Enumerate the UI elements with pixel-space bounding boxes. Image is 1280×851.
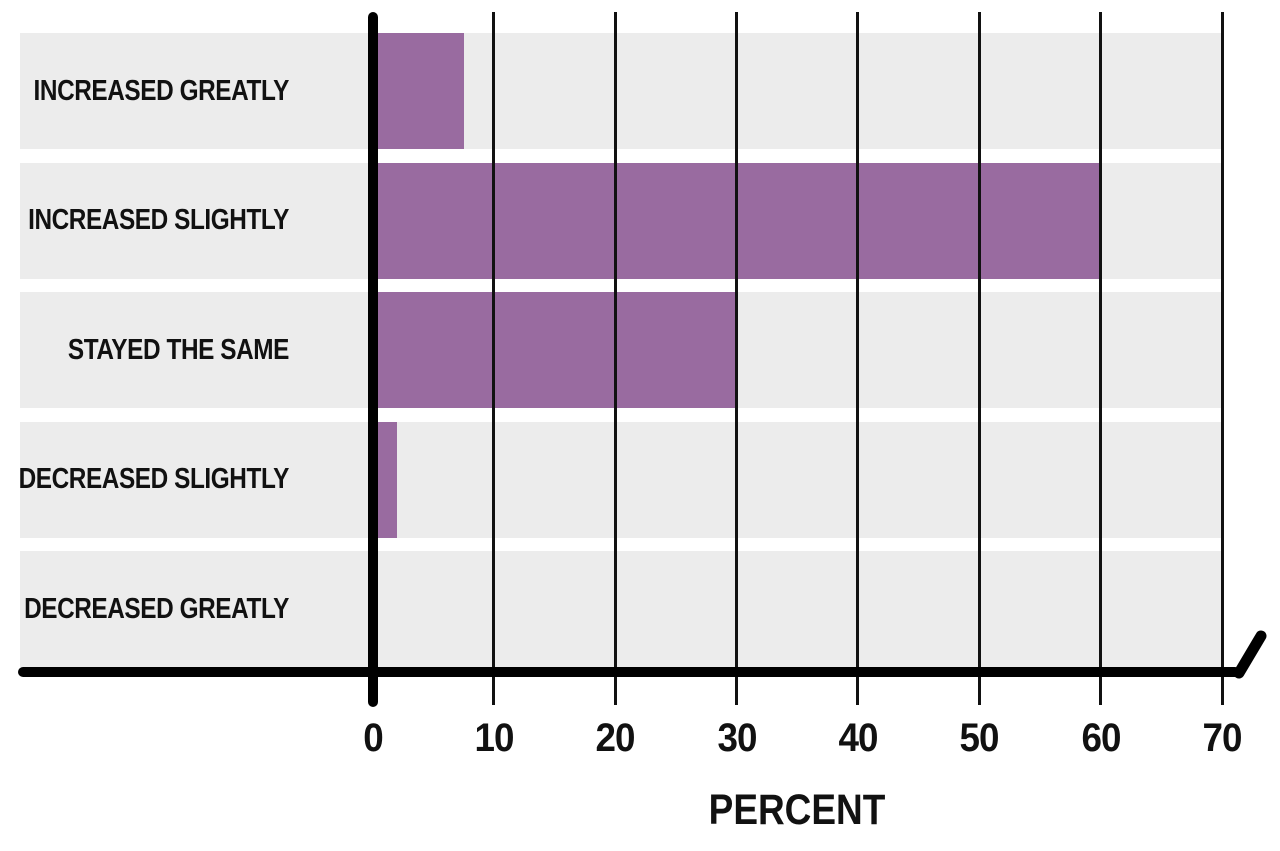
gridline	[492, 12, 496, 705]
gridline	[1220, 12, 1224, 705]
category-band	[20, 421, 1222, 538]
category-band	[20, 551, 1222, 667]
gridline	[856, 12, 860, 705]
tick-label: 70	[1202, 716, 1242, 760]
bar	[372, 33, 464, 149]
tick-label: 50	[959, 716, 1000, 760]
tick-label: 20	[595, 716, 636, 760]
category-label: INCREASED SLIGHTLY	[28, 204, 290, 236]
gridline	[977, 12, 981, 705]
bar	[372, 292, 737, 408]
tick-label: 30	[717, 716, 757, 760]
category-label: DECREASED SLIGHTLY	[18, 463, 290, 495]
tick-label: 0	[362, 716, 383, 760]
tick-label: 10	[474, 716, 514, 760]
axis-title: PERCENT	[708, 786, 886, 834]
category-label: INCREASED GREATLY	[33, 74, 290, 107]
category-label: DECREASED GREATLY	[24, 592, 289, 625]
tick-label: 40	[838, 716, 878, 760]
category-label: STAYED THE SAME	[67, 333, 290, 366]
y-zero-axis	[367, 12, 378, 707]
gridline	[1099, 12, 1103, 705]
category-band	[20, 33, 1222, 149]
gridline	[735, 12, 739, 705]
x-axis	[18, 667, 1240, 677]
gridline	[613, 12, 617, 705]
tick-label: 60	[1081, 716, 1121, 760]
